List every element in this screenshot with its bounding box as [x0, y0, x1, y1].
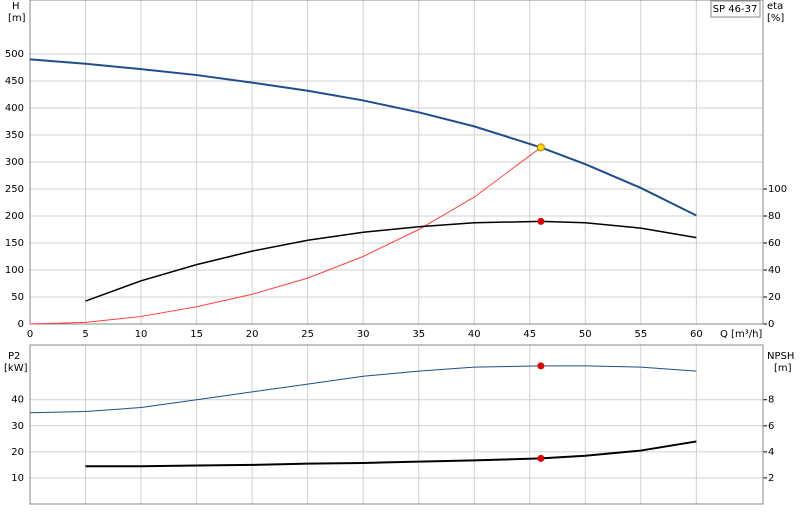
y-tick-label: 50: [11, 292, 24, 303]
y2-tick-label: 6: [768, 421, 774, 432]
y-label: H: [12, 1, 20, 12]
y2-label: NPSH: [767, 351, 794, 362]
model-box: [710, 0, 761, 18]
duty-point: [536, 143, 545, 152]
y-tick-label: 30: [11, 421, 24, 432]
curve: [29, 365, 697, 414]
y-tick-label: 10: [11, 473, 24, 484]
duty-point: [537, 362, 545, 370]
plot-frame: [29, 0, 764, 325]
x-tick-label: 5: [82, 329, 88, 340]
x-tick-label: 0: [27, 329, 33, 340]
y-unit: [m]: [8, 13, 26, 24]
plot-area: [30, 345, 763, 504]
y2-tick-label: 20: [768, 292, 781, 303]
y2-tick-label: 100: [768, 184, 787, 195]
y2-unit: [%]: [767, 13, 784, 24]
curve: [29, 147, 542, 325]
x-label: Q [m³/h]: [720, 329, 762, 340]
curve: [85, 440, 697, 468]
y2-tick-label: 80: [768, 211, 781, 222]
y-tick-label: 100: [5, 265, 24, 276]
y-tick-label: 40: [11, 395, 24, 406]
x-tick-label: 30: [357, 329, 370, 340]
x-tick-label: 40: [468, 329, 481, 340]
x-tick-label: 25: [301, 329, 314, 340]
x-tick-label: 15: [190, 329, 203, 340]
y2-label: eta: [767, 1, 783, 12]
x-tick-label: 35: [412, 329, 425, 340]
y2-tick-label: 2: [768, 473, 774, 484]
y2-tick-label: 8: [768, 395, 774, 406]
curve: [29, 58, 697, 217]
y-tick-label: 0: [18, 319, 24, 330]
y2-tick-label: 40: [768, 265, 781, 276]
duty-point: [537, 454, 545, 462]
x-tick-label: 55: [634, 329, 647, 340]
y-label: P2: [8, 351, 20, 362]
duty-point: [537, 217, 545, 225]
y-tick-label: 500: [5, 49, 24, 60]
model-label: SP 46-37: [713, 4, 758, 15]
y-tick-label: 20: [11, 447, 24, 458]
y-tick-label: 300: [5, 157, 24, 168]
curve: [85, 220, 697, 302]
y-tick-label: 350: [5, 130, 24, 141]
y-unit: [kW]: [4, 363, 28, 374]
y2-unit: [m]: [774, 363, 792, 374]
x-tick-label: 60: [690, 329, 703, 340]
y2-tick-label: 4: [768, 447, 774, 458]
y2-tick-label: 0: [768, 319, 774, 330]
x-tick-label: 10: [135, 329, 148, 340]
y2-tick-label: 60: [768, 238, 781, 249]
y-tick-label: 450: [5, 76, 24, 87]
plot-frame: [29, 344, 764, 505]
x-tick-label: 45: [523, 329, 536, 340]
y-tick-label: 250: [5, 184, 24, 195]
x-tick-label: 50: [579, 329, 592, 340]
x-tick-label: 20: [246, 329, 259, 340]
y-tick-label: 400: [5, 103, 24, 114]
y-tick-label: 200: [5, 211, 24, 222]
y-tick-label: 150: [5, 238, 24, 249]
